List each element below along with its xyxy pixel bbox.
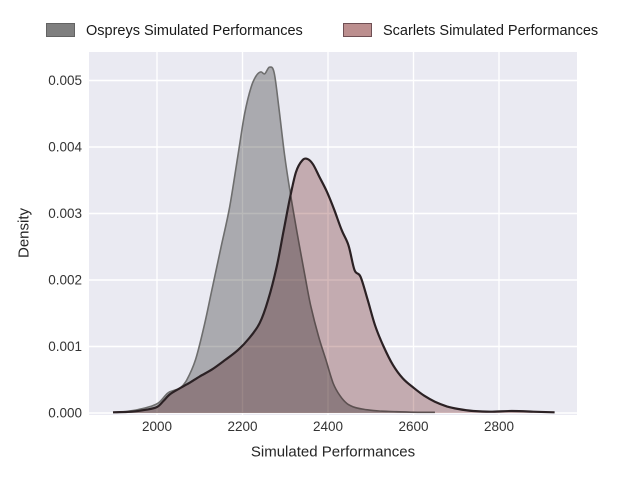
scarlets-density-line	[112, 157, 555, 414]
y-axis-title: Density	[15, 207, 33, 259]
y-tick-label: 0.000	[48, 406, 82, 421]
y-tick-label: 0.005	[48, 73, 82, 88]
y-tick-label: 0.004	[48, 140, 82, 155]
x-tick-label: 2200	[227, 419, 257, 434]
x-tick-label: 2800	[484, 419, 514, 434]
y-tick-label: 0.001	[48, 339, 82, 354]
scarlets-legend-swatch	[343, 23, 372, 37]
x-tick-label: 2600	[398, 419, 428, 434]
y-tick-label: 0.002	[48, 273, 82, 288]
x-tick-label: 2400	[313, 419, 343, 434]
ospreys-legend-swatch	[46, 23, 75, 37]
scarlets-legend-label: Scarlets Simulated Performances	[383, 23, 599, 39]
ospreys-density-area	[113, 67, 435, 414]
x-tick-label: 2000	[142, 419, 172, 434]
y-tick-label: 0.003	[48, 206, 82, 221]
legend-entry-scarlets: Scarlets Simulated Performances	[343, 22, 598, 40]
ospreys-legend-label: Ospreys Simulated Performances	[86, 23, 303, 39]
legend-entry-ospreys: Ospreys Simulated Performances	[46, 22, 303, 40]
scarlets-density-area	[113, 158, 555, 413]
x-axis-title: Simulated Performances	[250, 443, 416, 461]
